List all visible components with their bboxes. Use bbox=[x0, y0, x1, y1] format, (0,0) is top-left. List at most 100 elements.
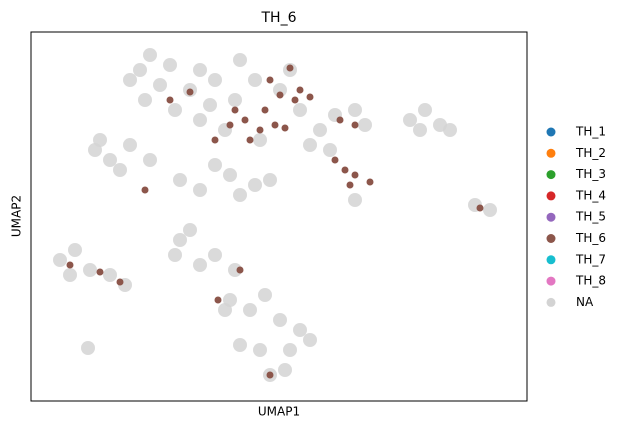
point bbox=[153, 78, 167, 92]
legend-label: TH_2 bbox=[575, 146, 606, 160]
point bbox=[103, 268, 117, 282]
point bbox=[248, 178, 262, 192]
point bbox=[266, 371, 274, 379]
legend: TH_1 TH_2 TH_3 TH_4 TH_5 TH_6 TH_7 TH_8 NA bbox=[546, 125, 606, 309]
point bbox=[168, 248, 182, 262]
legend-marker bbox=[546, 191, 556, 201]
point bbox=[273, 313, 287, 327]
point bbox=[211, 136, 219, 144]
point bbox=[63, 268, 77, 282]
legend-marker bbox=[546, 276, 556, 286]
point bbox=[351, 121, 359, 129]
point bbox=[253, 343, 267, 357]
point bbox=[193, 113, 207, 127]
point bbox=[403, 113, 417, 127]
point bbox=[233, 53, 247, 67]
point bbox=[93, 133, 107, 147]
point bbox=[193, 258, 207, 272]
point bbox=[223, 168, 237, 182]
point bbox=[218, 303, 232, 317]
legend-label: TH_3 bbox=[575, 167, 606, 181]
point bbox=[261, 106, 269, 114]
point bbox=[258, 288, 272, 302]
point bbox=[256, 126, 264, 134]
legend-marker bbox=[546, 234, 556, 243]
point bbox=[276, 91, 284, 99]
point bbox=[323, 143, 337, 157]
point bbox=[271, 121, 279, 129]
point bbox=[306, 93, 314, 101]
point bbox=[166, 96, 174, 104]
point bbox=[293, 103, 307, 117]
point bbox=[296, 86, 304, 94]
point bbox=[113, 163, 127, 177]
point bbox=[476, 204, 484, 212]
legend-marker bbox=[546, 148, 556, 158]
point bbox=[143, 48, 157, 62]
point bbox=[293, 323, 307, 337]
point bbox=[173, 233, 187, 247]
point bbox=[483, 203, 497, 217]
point bbox=[243, 303, 257, 317]
point bbox=[246, 136, 254, 144]
point bbox=[228, 263, 242, 277]
chart-title: TH_6 bbox=[261, 10, 297, 26]
point bbox=[123, 73, 137, 87]
point bbox=[208, 248, 222, 262]
point bbox=[351, 171, 359, 179]
x-axis-label: UMAP1 bbox=[258, 405, 300, 419]
point bbox=[313, 123, 327, 137]
legend-label: TH_4 bbox=[575, 188, 606, 202]
point bbox=[103, 153, 117, 167]
point bbox=[263, 173, 277, 187]
point bbox=[143, 153, 157, 167]
point bbox=[163, 58, 177, 72]
point bbox=[286, 64, 294, 72]
point bbox=[331, 156, 339, 164]
point bbox=[116, 278, 124, 286]
legend-marker bbox=[546, 297, 556, 307]
point bbox=[81, 341, 95, 355]
point bbox=[346, 181, 354, 189]
point bbox=[303, 333, 317, 347]
point bbox=[214, 296, 222, 304]
legend-label: TH_5 bbox=[575, 210, 606, 224]
point bbox=[208, 158, 222, 172]
point bbox=[303, 138, 317, 152]
point bbox=[168, 103, 182, 117]
point bbox=[248, 73, 262, 87]
point bbox=[228, 93, 242, 107]
point bbox=[341, 166, 349, 174]
legend-label: TH_6 bbox=[575, 231, 606, 245]
plot-frame bbox=[30, 31, 528, 402]
point bbox=[53, 253, 67, 267]
point bbox=[226, 121, 234, 129]
legend-label: TH_1 bbox=[575, 125, 606, 139]
point bbox=[96, 268, 104, 276]
legend-label: TH_7 bbox=[575, 252, 606, 266]
point bbox=[208, 73, 222, 87]
point bbox=[233, 188, 247, 202]
point bbox=[233, 338, 247, 352]
point bbox=[183, 223, 197, 237]
point bbox=[348, 103, 362, 117]
point bbox=[348, 193, 362, 207]
point bbox=[186, 88, 194, 96]
point bbox=[253, 133, 267, 147]
point bbox=[203, 98, 217, 112]
point bbox=[358, 118, 372, 132]
point bbox=[418, 103, 432, 117]
point bbox=[283, 343, 297, 357]
points bbox=[53, 48, 497, 382]
point bbox=[413, 123, 427, 137]
point bbox=[366, 178, 374, 186]
legend-marker bbox=[546, 212, 556, 222]
point bbox=[236, 266, 244, 274]
point bbox=[273, 83, 287, 97]
legend-label: TH_8 bbox=[575, 274, 606, 288]
y-axis-label: UMAP2 bbox=[10, 195, 24, 237]
point bbox=[133, 63, 147, 77]
point bbox=[193, 63, 207, 77]
legend-marker bbox=[546, 170, 556, 180]
